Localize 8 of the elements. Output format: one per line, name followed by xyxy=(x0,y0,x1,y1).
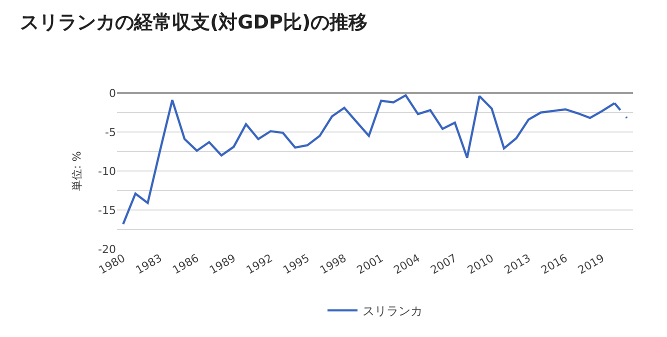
y-tick-label: -5 xyxy=(105,126,116,139)
legend-label: スリランカ xyxy=(362,304,422,318)
y-tick-label: -10 xyxy=(98,164,116,178)
y-tick-label: 0 xyxy=(109,86,116,100)
y-axis-title: 単位: % xyxy=(70,151,84,191)
y-tick-label: -15 xyxy=(98,204,116,217)
y-tick-label: -20 xyxy=(98,242,116,256)
chart-title: スリランカの経常収支(対GDP比)の推移 xyxy=(20,11,368,34)
